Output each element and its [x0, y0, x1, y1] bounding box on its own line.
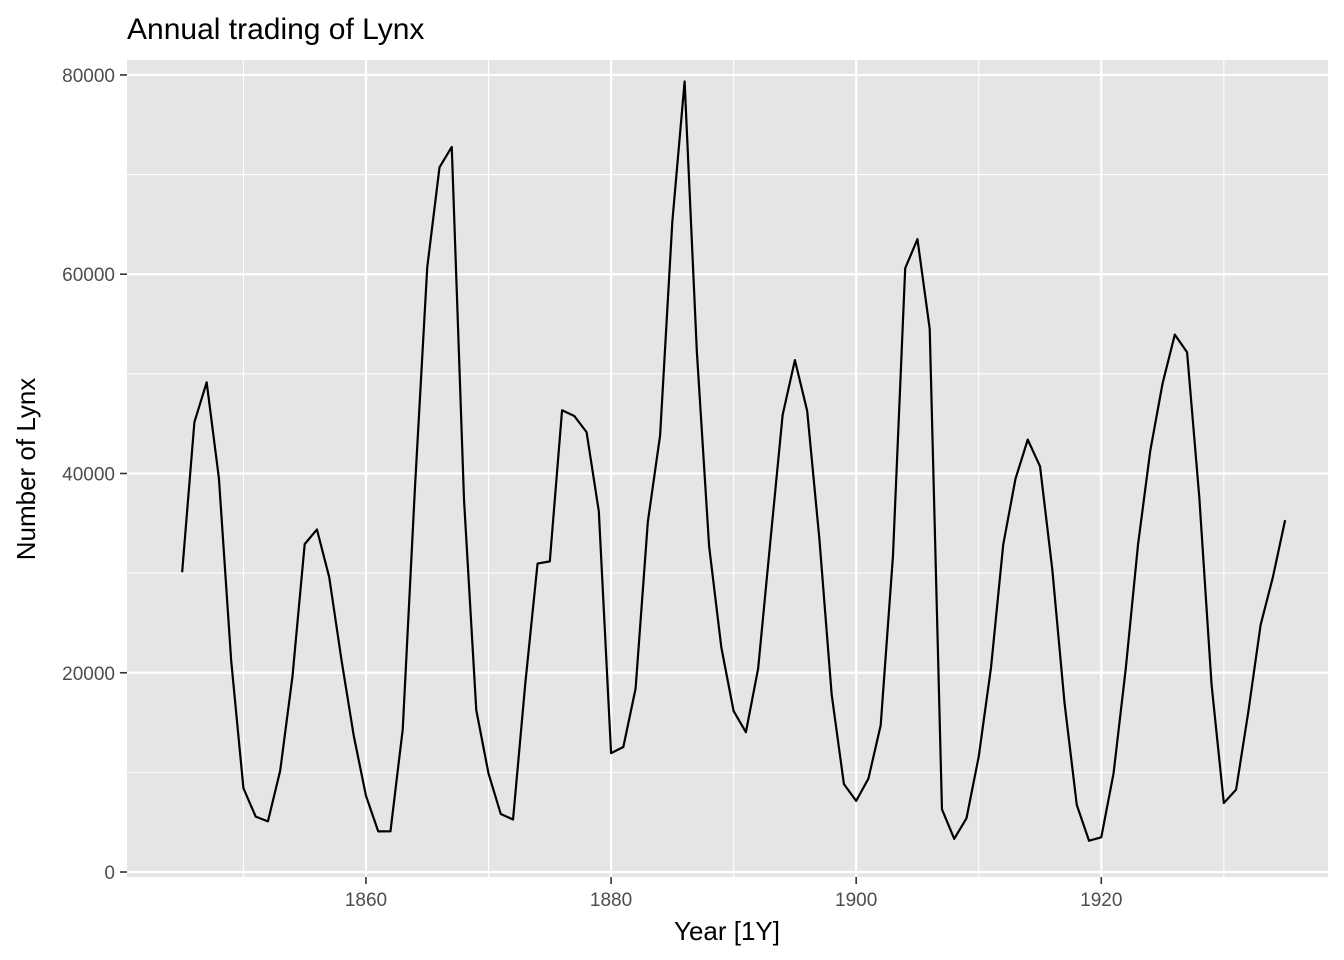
x-axis-tick-labels: 1860 1880 1900 1920: [345, 890, 1123, 911]
y-tick-label: 40000: [62, 464, 115, 485]
y-tick-label: 80000: [62, 66, 115, 87]
x-tick-label: 1900: [835, 890, 877, 911]
x-tick-label: 1880: [590, 890, 632, 911]
chart-title: Annual trading of Lynx: [127, 13, 424, 46]
plot-panel: [127, 60, 1328, 877]
x-tick-label: 1920: [1080, 890, 1122, 911]
x-tick-label: 1860: [345, 890, 387, 911]
y-tick-label: 60000: [62, 265, 115, 286]
y-axis-title: Number of Lynx: [11, 378, 41, 561]
y-axis-tick-labels: 0 20000 40000 60000 80000: [62, 66, 115, 884]
x-axis-title: Year [1Y]: [674, 916, 780, 946]
y-tick-label: 0: [104, 863, 115, 884]
axis-ticks: [120, 74, 1103, 884]
y-tick-label: 20000: [62, 664, 115, 685]
minor-gridlines: [127, 60, 1328, 877]
lynx-series-line: [181, 80, 1287, 842]
